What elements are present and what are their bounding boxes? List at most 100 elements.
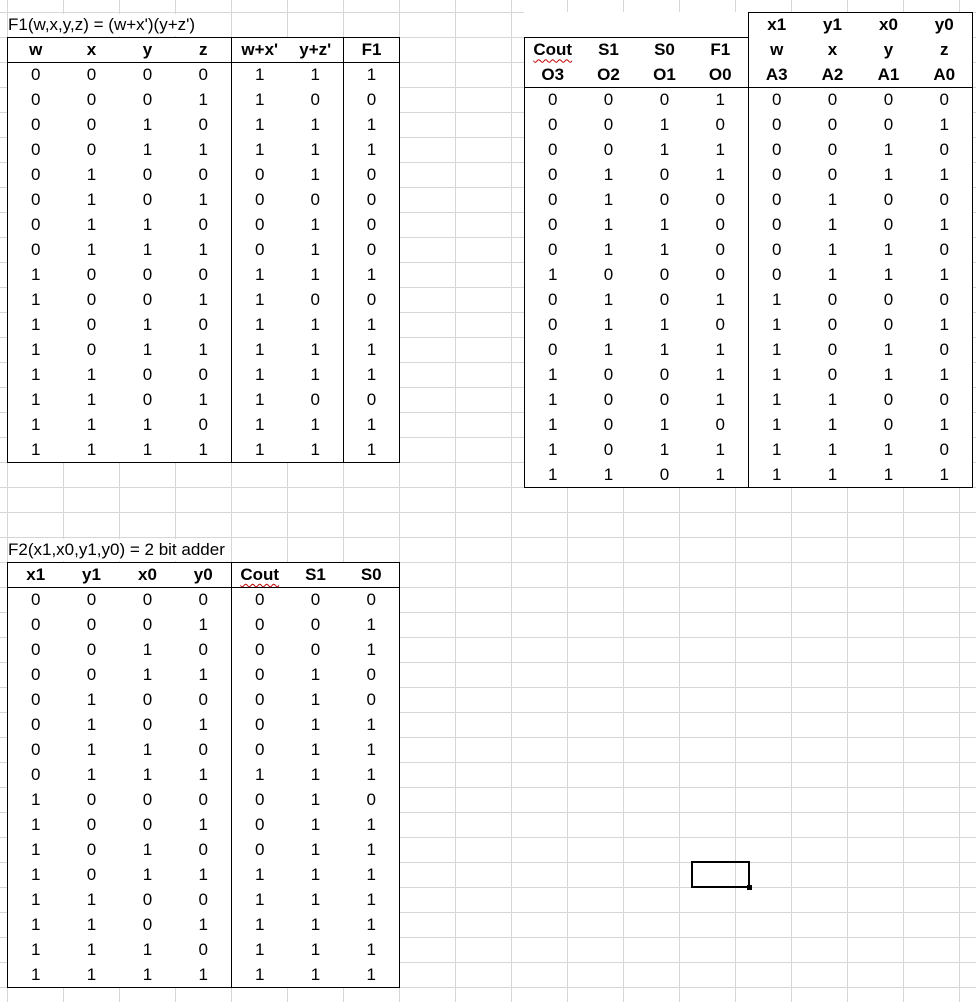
f2-cell[interactable]: 1 [31, 790, 41, 809]
rom-cell[interactable]: 0 [827, 140, 838, 159]
f1-header-cell[interactable]: F1 [343, 37, 400, 63]
rom-cell[interactable]: 1 [916, 462, 973, 488]
f2-cell[interactable]: 0 [175, 837, 232, 863]
rom-cell[interactable]: 0 [772, 265, 782, 284]
f2-cell[interactable]: 1 [366, 865, 376, 884]
rom-cell[interactable]: 1 [524, 362, 581, 388]
rom-cell[interactable]: 0 [772, 140, 782, 159]
rom-cell[interactable]: 0 [524, 337, 581, 363]
f1-cell[interactable]: 0 [175, 62, 232, 88]
f1-cell[interactable]: 1 [287, 162, 344, 188]
rom-cell[interactable]: 1 [603, 240, 614, 259]
rom-cell[interactable]: 0 [659, 390, 670, 409]
rom-cell[interactable]: 0 [603, 365, 614, 384]
f2-cell[interactable]: 0 [175, 587, 232, 613]
f1-cell[interactable]: 0 [366, 240, 377, 259]
rom-cell[interactable]: 0 [916, 187, 973, 213]
f2-cell[interactable]: 1 [310, 815, 321, 834]
rom-cell[interactable]: 0 [659, 290, 670, 309]
rom-cell[interactable]: 1 [659, 240, 670, 259]
f2-cell[interactable]: 1 [255, 890, 265, 909]
rom-cell[interactable]: 1 [916, 162, 973, 188]
f2-cell[interactable]: 1 [310, 690, 321, 709]
f1-cell[interactable]: 1 [31, 290, 41, 309]
rom-cell[interactable]: 1 [883, 240, 894, 259]
f1-cell[interactable]: 0 [86, 290, 97, 309]
f2-cell[interactable]: 1 [366, 740, 376, 759]
f2-cell[interactable]: 1 [310, 865, 321, 884]
rom-cell[interactable]: 1 [748, 462, 805, 488]
f2-cell[interactable]: 1 [310, 740, 321, 759]
f1-cell[interactable]: 1 [86, 190, 97, 209]
f1-cell[interactable]: 1 [366, 265, 377, 284]
f1-cell[interactable]: 1 [287, 362, 344, 388]
rom-cell[interactable]: 0 [692, 112, 749, 138]
f1-cell[interactable]: 0 [287, 187, 344, 213]
f1-cell[interactable]: 1 [287, 262, 344, 288]
f1-cell[interactable]: 0 [86, 140, 97, 159]
f1-cell[interactable]: 1 [366, 439, 377, 459]
f2-cell[interactable]: 1 [142, 665, 153, 684]
rom-cell[interactable]: 1 [692, 462, 749, 488]
f1-cell[interactable]: 0 [31, 65, 41, 85]
rom-cell[interactable]: 1 [603, 315, 614, 334]
rom-cell[interactable]: 0 [524, 162, 581, 188]
f2-cell[interactable]: 1 [86, 740, 97, 759]
f1-cell[interactable]: 1 [366, 140, 377, 159]
rom-cell[interactable]: 0 [827, 340, 838, 359]
f2-cell[interactable]: 0 [142, 915, 153, 934]
f2-cell[interactable]: 0 [86, 590, 97, 610]
f1-cell[interactable]: 1 [175, 87, 232, 113]
f2-cell[interactable]: 1 [175, 962, 232, 988]
rom-top-header-cell[interactable]: y0 [916, 12, 973, 38]
f2-cell[interactable]: 0 [142, 615, 153, 634]
f1-cell[interactable]: 1 [31, 265, 41, 284]
f2-cell[interactable]: 0 [366, 665, 376, 684]
f1-cell[interactable]: 1 [255, 415, 265, 434]
f1-cell[interactable]: 0 [31, 240, 41, 259]
f2-cell[interactable]: 0 [86, 790, 97, 809]
f2-cell[interactable]: 1 [86, 915, 97, 934]
f2-cell[interactable]: 0 [31, 615, 41, 634]
f1-cell[interactable]: 1 [255, 315, 265, 334]
f1-cell[interactable]: 1 [31, 439, 41, 459]
f1-title[interactable]: F1(w,x,y,z) = (w+x')(y+z') [8, 14, 198, 36]
rom-cell[interactable]: 0 [772, 115, 782, 134]
rom-cell[interactable]: 1 [692, 437, 749, 463]
rom-cell[interactable]: 0 [524, 212, 581, 238]
f2-header-cell[interactable]: x1 [7, 562, 64, 588]
f2-cell[interactable]: 0 [86, 865, 97, 884]
f2-cell[interactable]: 0 [86, 665, 97, 684]
f1-cell[interactable]: 1 [255, 390, 265, 409]
f2-cell[interactable]: 0 [175, 687, 232, 713]
f2-cell[interactable]: 0 [175, 737, 232, 763]
f2-cell[interactable]: 0 [366, 690, 376, 709]
f2-cell[interactable]: 1 [175, 862, 232, 888]
f1-cell[interactable]: 1 [255, 290, 265, 309]
rom-cell[interactable]: 1 [883, 165, 894, 184]
rom-subheader-cell[interactable]: A2 [804, 62, 861, 88]
rom-header-cell[interactable]: F1 [692, 37, 749, 63]
rom-cell[interactable]: 1 [827, 215, 838, 234]
rom-cell[interactable]: 1 [692, 287, 749, 313]
f2-cell[interactable]: 1 [175, 762, 232, 788]
f2-cell[interactable]: 1 [86, 715, 97, 734]
f1-cell[interactable]: 1 [86, 215, 97, 234]
rom-cell[interactable]: 0 [659, 165, 670, 184]
f1-cell[interactable]: 0 [366, 190, 377, 209]
f2-cell[interactable]: 0 [255, 815, 265, 834]
f2-cell[interactable]: 1 [31, 915, 41, 934]
f2-cell[interactable]: 0 [255, 790, 265, 809]
f1-cell[interactable]: 1 [287, 212, 344, 238]
rom-header-cell[interactable]: y [883, 40, 894, 59]
rom-cell[interactable]: 1 [692, 162, 749, 188]
f2-cell[interactable]: 1 [255, 964, 265, 984]
f2-cell[interactable]: 1 [366, 964, 376, 984]
f2-cell[interactable]: 1 [310, 890, 321, 909]
rom-cell[interactable]: 1 [772, 315, 782, 334]
f1-cell[interactable]: 0 [366, 215, 377, 234]
f1-cell[interactable]: 1 [287, 412, 344, 438]
rom-subheader-cell[interactable]: O1 [636, 62, 693, 88]
f1-cell[interactable]: 1 [366, 315, 377, 334]
f1-cell[interactable]: 1 [366, 340, 377, 359]
